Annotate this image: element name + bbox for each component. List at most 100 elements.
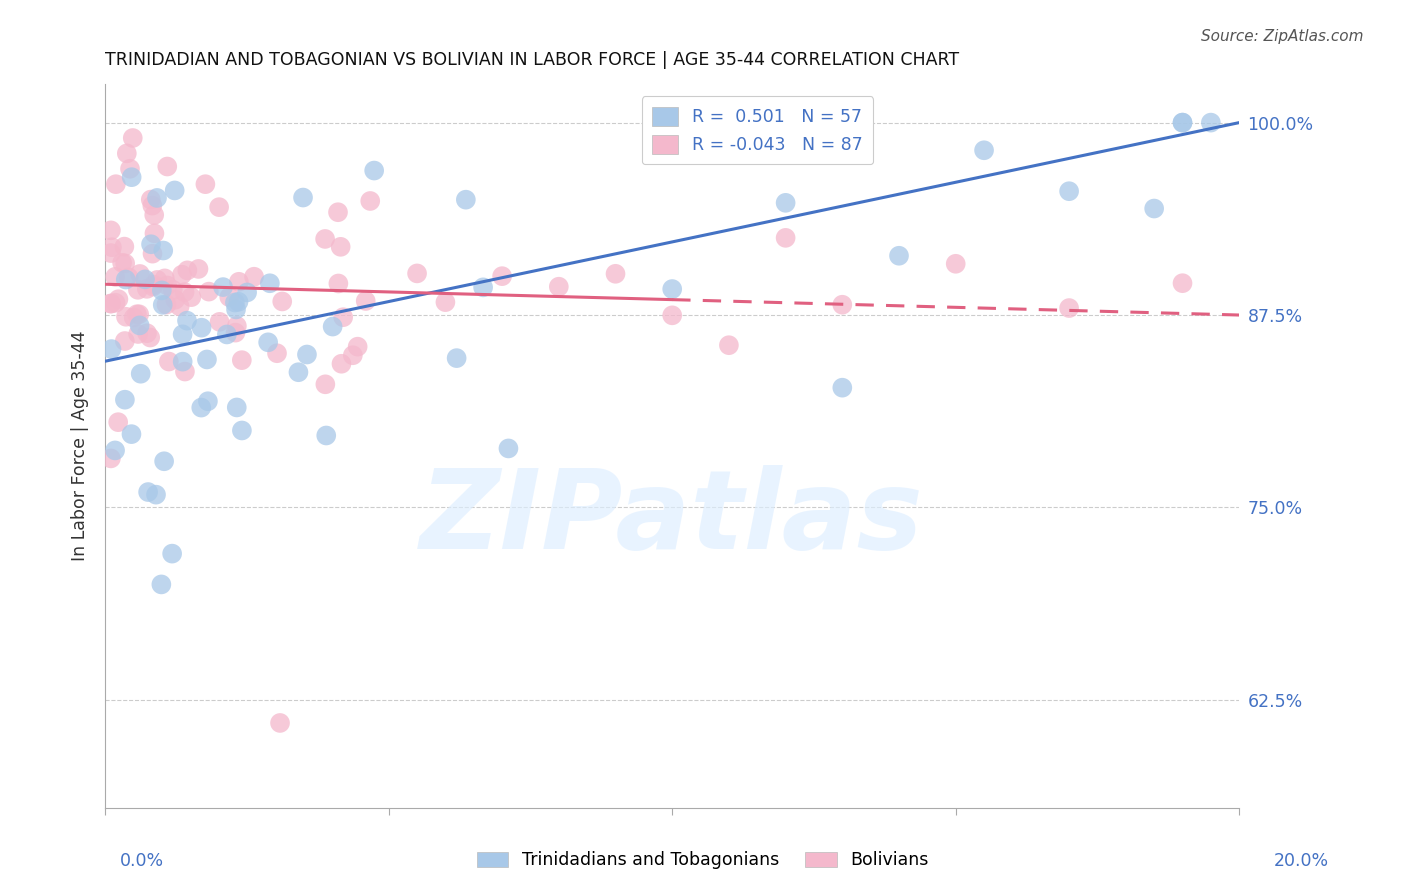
Point	[363, 163, 385, 178]
Point	[101, 240, 124, 254]
Point	[225, 401, 247, 415]
Point	[118, 161, 141, 176]
Point	[775, 195, 797, 210]
Point	[176, 313, 198, 327]
Point	[114, 334, 136, 348]
Point	[163, 183, 186, 197]
Text: 20.0%: 20.0%	[1274, 852, 1329, 870]
Point	[142, 279, 165, 293]
Point	[100, 342, 122, 356]
Point	[346, 340, 368, 354]
Point	[228, 294, 250, 309]
Point	[121, 170, 143, 185]
Point	[190, 401, 212, 415]
Point	[547, 279, 569, 293]
Point	[100, 296, 122, 310]
Point	[135, 282, 157, 296]
Point	[1171, 276, 1194, 290]
Point	[292, 190, 315, 204]
Point	[224, 326, 246, 340]
Point	[152, 298, 174, 312]
Point	[329, 240, 352, 254]
Point	[491, 269, 513, 284]
Point	[107, 415, 129, 429]
Point	[314, 377, 336, 392]
Point	[215, 327, 238, 342]
Point	[434, 295, 457, 310]
Point	[139, 193, 162, 207]
Point	[142, 277, 165, 292]
Point	[141, 246, 163, 260]
Point	[330, 357, 353, 371]
Point	[141, 198, 163, 212]
Point	[328, 277, 350, 291]
Legend: R =  0.501   N = 57, R = -0.043   N = 87: R = 0.501 N = 57, R = -0.043 N = 87	[641, 96, 873, 164]
Point	[121, 131, 143, 145]
Point	[354, 293, 377, 308]
Point	[269, 715, 291, 730]
Point	[332, 310, 354, 325]
Point	[143, 208, 166, 222]
Point	[100, 246, 122, 260]
Point	[156, 278, 179, 293]
Point	[107, 292, 129, 306]
Point	[406, 267, 429, 281]
Text: TRINIDADIAN AND TOBAGONIAN VS BOLIVIAN IN LABOR FORCE | AGE 35-44 CORRELATION CH: TRINIDADIAN AND TOBAGONIAN VS BOLIVIAN I…	[105, 51, 959, 69]
Point	[128, 307, 150, 321]
Point	[173, 285, 195, 299]
Point	[152, 244, 174, 258]
Point	[446, 351, 468, 365]
Point	[127, 283, 149, 297]
Point	[172, 354, 194, 368]
Point	[225, 302, 247, 317]
Point	[231, 353, 253, 368]
Point	[973, 143, 995, 157]
Point	[100, 296, 122, 310]
Point	[194, 177, 217, 191]
Point	[236, 285, 259, 300]
Text: Source: ZipAtlas.com: Source: ZipAtlas.com	[1201, 29, 1364, 44]
Point	[314, 232, 336, 246]
Point	[174, 365, 197, 379]
Point	[224, 295, 246, 310]
Point	[100, 451, 122, 466]
Point	[155, 297, 177, 311]
Point	[661, 309, 683, 323]
Point	[114, 256, 136, 270]
Point	[180, 290, 202, 304]
Point	[197, 394, 219, 409]
Point	[136, 485, 159, 500]
Point	[139, 330, 162, 344]
Point	[156, 160, 179, 174]
Point	[287, 365, 309, 379]
Point	[218, 290, 240, 304]
Point	[208, 315, 231, 329]
Point	[1143, 202, 1166, 216]
Point	[257, 335, 280, 350]
Point	[225, 318, 247, 333]
Point	[326, 205, 349, 219]
Point	[114, 272, 136, 286]
Point	[831, 381, 853, 395]
Point	[1171, 115, 1194, 129]
Point	[122, 310, 145, 325]
Point	[176, 263, 198, 277]
Point	[134, 272, 156, 286]
Point	[100, 223, 122, 237]
Point	[150, 284, 173, 298]
Point	[128, 267, 150, 281]
Text: 0.0%: 0.0%	[120, 852, 163, 870]
Point	[243, 269, 266, 284]
Point	[831, 298, 853, 312]
Point	[125, 307, 148, 321]
Point	[104, 269, 127, 284]
Point	[208, 200, 231, 214]
Point	[172, 327, 194, 342]
Point	[115, 146, 138, 161]
Point	[1057, 301, 1080, 315]
Point	[498, 442, 520, 456]
Point	[129, 367, 152, 381]
Legend: Trinidadians and Tobagonians, Bolivians: Trinidadians and Tobagonians, Bolivians	[470, 845, 936, 876]
Point	[145, 488, 167, 502]
Point	[228, 275, 250, 289]
